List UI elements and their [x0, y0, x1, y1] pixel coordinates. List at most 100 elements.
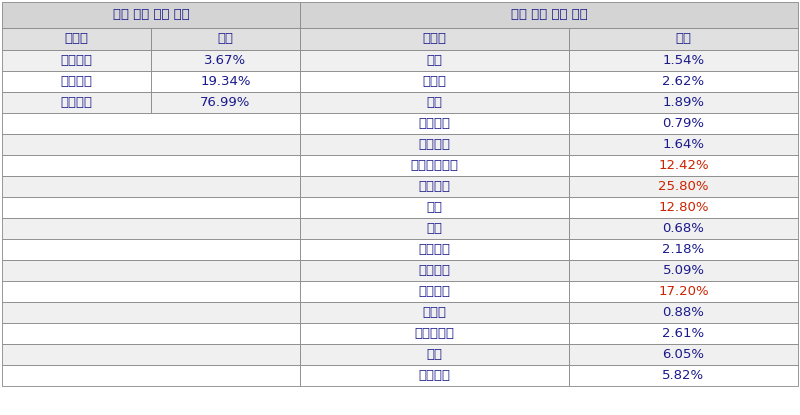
Bar	[300, 50, 569, 71]
Bar	[2, 302, 300, 323]
Bar	[300, 218, 569, 239]
Bar	[300, 176, 569, 197]
Text: 용어 유형 분류 태그: 용어 유형 분류 태그	[113, 8, 190, 22]
Text: 2.61%: 2.61%	[662, 327, 705, 340]
Bar	[569, 281, 798, 302]
Text: 재료: 재료	[426, 222, 442, 235]
Text: 용어 분야 분류 태그: 용어 분야 분류 태그	[510, 8, 587, 22]
Bar	[2, 365, 300, 386]
Text: 17.20%: 17.20%	[658, 285, 709, 298]
Bar	[151, 50, 300, 71]
Text: 레이블: 레이블	[65, 32, 89, 46]
Bar	[2, 155, 300, 176]
Text: 정보통신: 정보통신	[418, 285, 450, 298]
Bar	[569, 50, 798, 71]
Text: 비율: 비율	[675, 32, 691, 46]
Text: 0.88%: 0.88%	[662, 306, 704, 319]
Text: 2.62%: 2.62%	[662, 75, 705, 88]
Bar	[300, 155, 569, 176]
Bar	[2, 260, 300, 281]
Bar	[569, 239, 798, 260]
Bar	[569, 71, 798, 92]
Bar	[2, 197, 300, 218]
Text: 화학공학: 화학공학	[418, 243, 450, 256]
Bar	[569, 155, 798, 176]
Bar	[569, 365, 798, 386]
Text: 2.18%: 2.18%	[662, 243, 705, 256]
Bar	[300, 239, 569, 260]
Bar	[300, 323, 569, 344]
Bar	[2, 218, 300, 239]
Text: 12.80%: 12.80%	[658, 201, 709, 214]
Text: 데이터셋: 데이터셋	[61, 54, 93, 67]
Bar	[300, 260, 569, 281]
Bar	[2, 92, 151, 113]
Text: 환경: 환경	[426, 348, 442, 361]
Bar	[2, 344, 300, 365]
Bar	[569, 302, 798, 323]
Text: 보건의료: 보건의료	[418, 180, 450, 193]
Bar	[300, 113, 569, 134]
Bar	[569, 92, 798, 113]
Text: 6.05%: 6.05%	[662, 348, 705, 361]
Bar	[569, 323, 798, 344]
Bar	[300, 71, 569, 92]
Bar	[569, 28, 798, 50]
Bar	[300, 92, 569, 113]
Text: 1.64%: 1.64%	[662, 138, 705, 151]
Bar	[300, 197, 569, 218]
Text: 1.54%: 1.54%	[662, 54, 705, 67]
Text: 0.79%: 0.79%	[662, 117, 705, 130]
Bar	[2, 323, 300, 344]
Bar	[300, 134, 569, 155]
Text: 이론모형: 이론모형	[61, 75, 93, 88]
Bar	[151, 28, 300, 50]
Bar	[151, 71, 300, 92]
Text: 12.42%: 12.42%	[658, 159, 709, 172]
Text: 19.34%: 19.34%	[200, 75, 250, 88]
Bar	[569, 218, 798, 239]
Text: 수학: 수학	[426, 54, 442, 67]
Bar	[300, 28, 569, 50]
Text: 76.99%: 76.99%	[200, 96, 250, 109]
Text: 25.80%: 25.80%	[658, 180, 709, 193]
Text: 농림수산식품: 농림수산식품	[410, 159, 458, 172]
Bar	[2, 2, 300, 28]
Bar	[2, 71, 151, 92]
Text: 레이블: 레이블	[422, 32, 446, 46]
Bar	[300, 344, 569, 365]
Bar	[569, 176, 798, 197]
Bar	[2, 50, 151, 71]
Bar	[300, 281, 569, 302]
Bar	[569, 197, 798, 218]
Text: 연구분야: 연구분야	[61, 96, 93, 109]
Text: 5.82%: 5.82%	[662, 369, 705, 382]
Bar	[300, 302, 569, 323]
Text: 0.68%: 0.68%	[662, 222, 704, 235]
Bar	[569, 344, 798, 365]
Bar	[151, 92, 300, 113]
Text: 에너지자원: 에너지자원	[414, 327, 454, 340]
Text: 원자력: 원자력	[422, 306, 446, 319]
Text: 전기전자: 전기전자	[418, 264, 450, 277]
Text: 화학: 화학	[426, 96, 442, 109]
Text: 5.09%: 5.09%	[662, 264, 705, 277]
Bar	[2, 134, 300, 155]
Bar	[2, 281, 300, 302]
Text: 3.67%: 3.67%	[205, 54, 246, 67]
Text: 물리학: 물리학	[422, 75, 446, 88]
Bar	[2, 239, 300, 260]
Bar	[569, 260, 798, 281]
Bar	[2, 28, 151, 50]
Bar	[569, 113, 798, 134]
Bar	[569, 134, 798, 155]
Text: 생명과학: 생명과학	[418, 138, 450, 151]
Bar	[2, 113, 300, 134]
Text: 건설교통: 건설교통	[418, 369, 450, 382]
Text: 지구과학: 지구과학	[418, 117, 450, 130]
Bar	[2, 176, 300, 197]
Bar	[300, 2, 798, 28]
Bar	[300, 365, 569, 386]
Text: 비율: 비율	[218, 32, 234, 46]
Text: 1.89%: 1.89%	[662, 96, 705, 109]
